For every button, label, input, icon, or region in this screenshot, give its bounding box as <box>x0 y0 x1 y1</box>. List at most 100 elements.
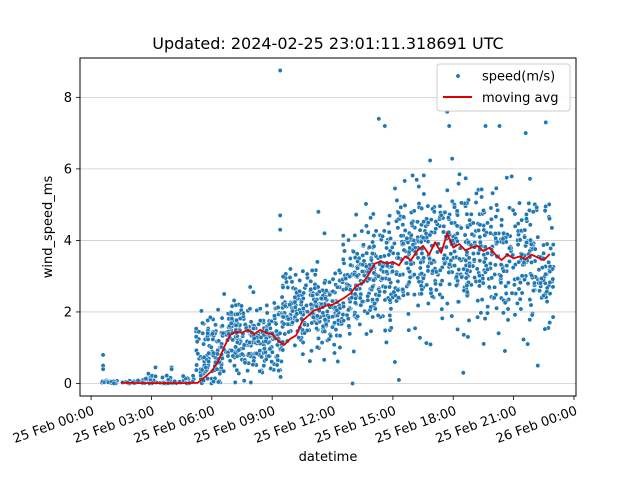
scatter-point <box>371 243 377 249</box>
scatter-point <box>428 217 434 223</box>
scatter-point <box>365 310 370 316</box>
scatter-point <box>232 379 238 385</box>
legend-scatter-marker <box>455 73 461 79</box>
scatter-point <box>322 230 327 236</box>
scatter-point <box>488 216 494 222</box>
scatter-point <box>523 216 529 222</box>
scatter-point <box>239 351 245 357</box>
scatter-point <box>210 336 216 342</box>
scatter-point <box>300 340 306 345</box>
scatter-point <box>205 317 211 323</box>
scatter-point <box>340 242 346 248</box>
scatter-point <box>392 186 398 191</box>
scatter-point <box>498 280 504 286</box>
scatter-point <box>382 284 388 290</box>
scatter-point <box>164 373 170 379</box>
scatter-point <box>493 185 499 191</box>
scatter-point <box>421 191 427 197</box>
scatter-point <box>251 325 257 331</box>
scatter-point <box>400 292 406 298</box>
scatter-point <box>419 205 425 211</box>
scatter-point <box>341 318 347 324</box>
scatter-point <box>205 330 211 336</box>
scatter-point <box>467 217 473 223</box>
scatter-point <box>266 321 272 327</box>
scatter-point <box>455 212 460 218</box>
scatter-point <box>267 346 273 352</box>
scatter-point <box>328 333 334 339</box>
scatter-point <box>514 300 520 306</box>
scatter-point <box>332 350 337 356</box>
scatter-point <box>160 375 165 380</box>
scatter-point <box>100 352 106 358</box>
scatter-point <box>309 268 315 273</box>
scatter-point <box>467 263 472 269</box>
scatter-point <box>544 288 550 294</box>
scatter-point <box>201 341 207 347</box>
scatter-point <box>473 190 479 196</box>
scatter-point <box>445 215 451 221</box>
scatter-point <box>470 251 476 257</box>
scatter-point <box>234 311 240 317</box>
chart-title: Updated: 2024-02-25 23:01:11.318691 UTC <box>152 34 503 53</box>
scatter-point <box>387 213 393 219</box>
scatter-point <box>371 270 377 276</box>
scatter-point <box>200 320 205 326</box>
scatter-point <box>491 295 497 301</box>
scatter-point <box>227 358 233 364</box>
scatter-point <box>492 272 498 277</box>
scatter-point <box>439 306 445 312</box>
scatter-point <box>398 233 404 239</box>
scatter-point <box>340 256 346 262</box>
scatter-point <box>485 220 490 226</box>
scatter-point <box>228 320 234 326</box>
scatter-point <box>438 282 443 287</box>
scatter-point <box>547 279 553 285</box>
scatter-point <box>277 227 283 233</box>
scatter-point <box>281 321 287 327</box>
scatter-point <box>316 335 321 341</box>
scatter-point <box>219 315 225 321</box>
scatter-point <box>369 251 375 256</box>
scatter-point <box>541 250 547 256</box>
scatter-point <box>247 306 253 312</box>
scatter-point <box>492 262 498 268</box>
scatter-point <box>365 297 371 303</box>
scatter-point <box>529 259 534 265</box>
scatter-point <box>314 344 320 350</box>
scatter-point <box>402 202 408 208</box>
scatter-point <box>347 256 353 261</box>
scatter-point <box>354 273 360 279</box>
scatter-point <box>208 344 214 350</box>
scatter-point <box>415 303 421 308</box>
scatter-point <box>318 295 324 301</box>
scatter-point <box>231 298 237 303</box>
scatter-point <box>374 297 380 303</box>
scatter-point <box>424 282 430 288</box>
scatter-point <box>153 373 158 379</box>
scatter-point <box>478 310 484 316</box>
scatter-point <box>250 362 256 368</box>
scatter-point <box>309 320 315 326</box>
scatter-point <box>511 282 517 288</box>
scatter-point <box>504 175 510 181</box>
scatter-point <box>493 231 498 236</box>
scatter-point <box>285 285 291 290</box>
scatter-point <box>240 310 246 316</box>
scatter-point <box>437 267 443 273</box>
scatter-point <box>419 287 425 292</box>
scatter-point <box>530 209 536 215</box>
scatter-point <box>347 331 353 337</box>
scatter-point <box>333 327 339 333</box>
scatter-point <box>441 223 447 229</box>
scatter-point <box>503 283 509 289</box>
scatter-point <box>517 200 522 206</box>
scatter-point <box>386 220 391 226</box>
scatter-point <box>526 200 532 206</box>
scatter-point <box>527 297 533 303</box>
scatter-point <box>532 246 538 252</box>
scatter-point <box>370 284 375 290</box>
scatter-point <box>371 277 377 283</box>
scatter-point <box>287 275 293 280</box>
scatter-point <box>302 322 307 328</box>
